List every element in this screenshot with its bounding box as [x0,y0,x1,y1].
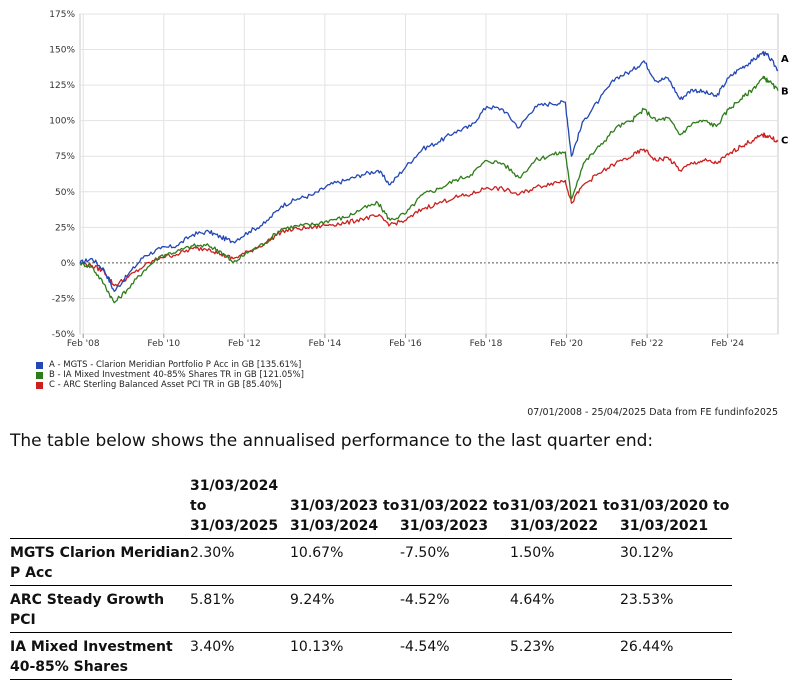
x-tick-label: Feb '14 [309,339,342,349]
legend-item-c: C - ARC Sterling Balanced Asset PCI TR i… [36,380,304,390]
x-tick-label: Feb '24 [711,339,744,349]
table-intro-text: The table below shows the annualised per… [10,431,654,451]
legend-swatch-a [36,361,43,369]
table-row: ARC Steady Growth PCI 5.81% 9.24% -4.52%… [10,586,732,633]
table-header-cell [10,474,190,539]
performance-table: 31/03/2024 to 31/03/2025 31/03/2023 to 3… [10,474,732,680]
series-end-label: C [781,135,788,146]
table-header-cell: 31/03/2020 to 31/03/2021 [620,498,730,534]
legend-item-a: A - MGTS - Clarion Meridian Portfolio P … [36,360,304,370]
fund-name-cell: ARC Steady Growth PCI [10,592,165,628]
y-tick-label: 50% [55,188,75,198]
table-cell: 1.50% [510,545,555,561]
y-tick-label: 75% [55,152,75,162]
table-header-cell: 31/03/2024 to 31/03/2025 [190,478,279,534]
y-tick-label: 125% [49,81,75,91]
table-cell: -7.50% [400,545,450,561]
x-tick-label: Feb '16 [389,339,422,349]
series-line-a [79,50,779,292]
table-cell: 10.67% [290,545,344,561]
fund-name-cell: IA Mixed Investment 40-85% Shares [10,639,173,675]
table-cell: 5.23% [510,639,555,655]
table-cell: 3.40% [190,639,235,655]
y-tick-label: -50% [52,330,76,340]
x-tick-label: Feb '08 [67,339,100,349]
x-tick-label: Feb '22 [631,339,664,349]
table-cell: 5.81% [190,592,235,608]
table-header-cell: 31/03/2022 to 31/03/2023 [400,498,510,534]
x-tick-label: Feb '18 [470,339,503,349]
series-end-label: B [781,87,789,98]
legend-label-b: B - IA Mixed Investment 40-85% Shares TR… [49,370,304,380]
y-tick-label: 175% [49,10,75,20]
axes: 175%150%125%100%75%50%25%0%-25%-50%Feb '… [49,10,744,349]
end-labels: A B C [781,54,789,146]
table-header-cell: 31/03/2023 to 31/03/2024 [290,498,400,534]
table-cell: -4.54% [400,639,450,655]
x-tick-label: Feb '12 [228,339,261,349]
table-cell: 23.53% [620,592,674,608]
source-note: 07/01/2008 - 25/04/2025 Data from FE fun… [527,407,778,418]
plot-area [79,13,779,335]
table-row: MGTS Clarion Meridian P Acc 2.30% 10.67%… [10,539,732,586]
table-cell: -4.52% [400,592,450,608]
table-cell: 30.12% [620,545,674,561]
table-cell: 26.44% [620,639,674,655]
x-tick-label: Feb '20 [550,339,583,349]
legend-label-a: A - MGTS - Clarion Meridian Portfolio P … [49,360,302,370]
legend-swatch-b [36,371,43,379]
table-cell: 9.24% [290,592,335,608]
table-cell: 2.30% [190,545,235,561]
y-tick-label: 25% [55,223,75,233]
y-tick-label: 100% [49,117,75,127]
y-tick-label: -25% [52,294,76,304]
series-end-label: A [781,54,789,65]
series [79,50,779,304]
fund-name-cell: MGTS Clarion Meridian P Acc [10,545,190,581]
legend-item-b: B - IA Mixed Investment 40-85% Shares TR… [36,370,304,380]
y-tick-label: 0% [61,259,76,269]
legend-label-c: C - ARC Sterling Balanced Asset PCI TR i… [49,380,282,390]
y-tick-label: 150% [49,46,75,56]
chart-legend: A - MGTS - Clarion Meridian Portfolio P … [36,360,304,390]
series-line-b [79,75,779,304]
table-row: IA Mixed Investment 40-85% Shares 3.40% … [10,633,732,680]
table-cell: 10.13% [290,639,344,655]
table-cell: 4.64% [510,592,555,608]
performance-line-chart: 175%150%125%100%75%50%25%0%-25%-50%Feb '… [49,10,789,349]
x-tick-label: Feb '10 [147,339,180,349]
table-header-row: 31/03/2024 to 31/03/2025 31/03/2023 to 3… [10,474,732,539]
table-header-cell: 31/03/2021 to 31/03/2022 [510,498,620,534]
series-line-c [79,132,779,287]
legend-swatch-c [36,381,43,389]
